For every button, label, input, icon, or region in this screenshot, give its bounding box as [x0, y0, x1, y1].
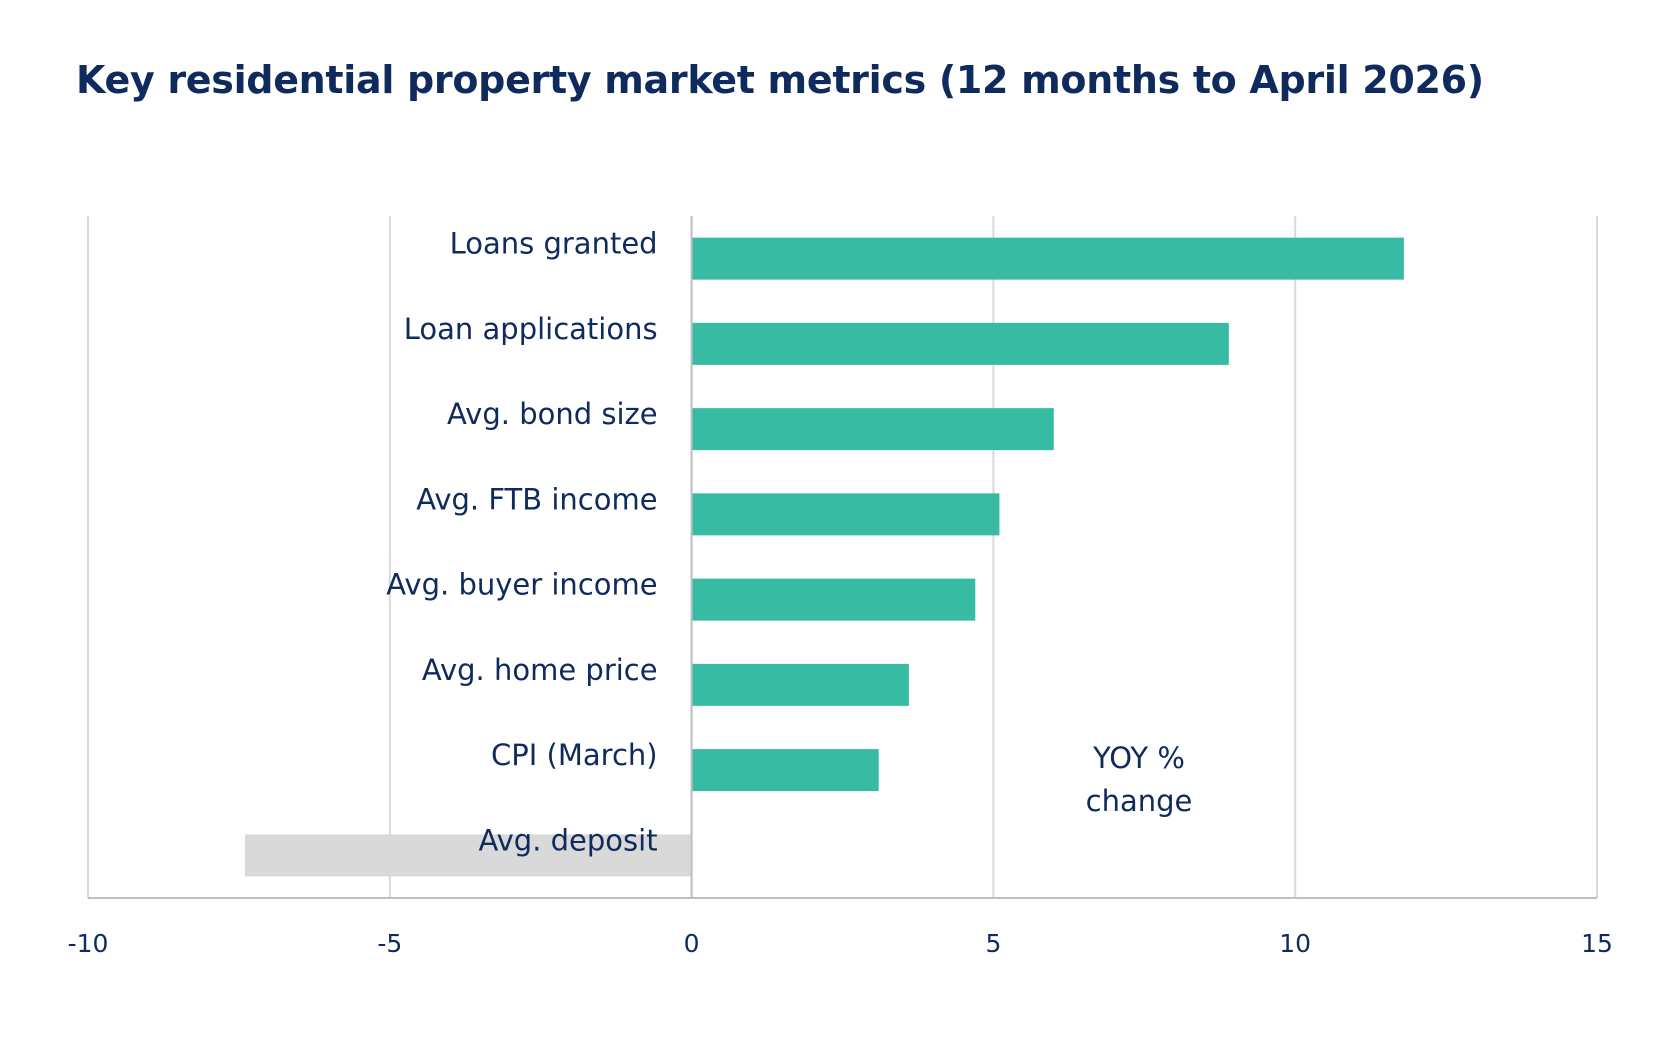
bar	[691, 408, 1054, 451]
bar	[691, 578, 976, 621]
x-tick-label: 5	[985, 929, 1001, 958]
bar	[691, 322, 1229, 365]
x-axis: -10 -5 0 5 10 15	[68, 216, 1613, 958]
gridlines	[87, 216, 1598, 898]
category-label: Loans granted	[450, 227, 658, 261]
chart-title: Key residential property market metrics …	[76, 58, 1484, 102]
x-tick-label: 15	[1581, 929, 1613, 958]
category-label: CPI (March)	[491, 738, 658, 772]
category-label: Avg. buyer income	[386, 568, 657, 602]
category-label: Avg. FTB income	[416, 482, 657, 516]
bar	[691, 749, 879, 792]
bar	[691, 663, 909, 706]
x-tick-label: -10	[68, 929, 109, 958]
bar	[691, 237, 1404, 280]
annotation: YOY % change	[1086, 741, 1193, 818]
category-label: Avg. deposit	[479, 823, 658, 857]
x-tick-label: 0	[684, 929, 700, 958]
category-labels: Loans granted Loan applications Avg. bond …	[386, 227, 657, 858]
annotation-line: YOY %	[1092, 741, 1185, 775]
category-label: Loan applications	[404, 312, 658, 346]
x-tick-label: 10	[1279, 929, 1311, 958]
bar	[691, 493, 1000, 536]
bar	[244, 834, 692, 877]
category-label: Avg. bond size	[447, 397, 658, 431]
category-label: Avg. home price	[422, 653, 658, 687]
x-tick-label: -5	[377, 929, 402, 958]
bars	[244, 237, 1404, 877]
annotation-line: change	[1086, 784, 1193, 818]
